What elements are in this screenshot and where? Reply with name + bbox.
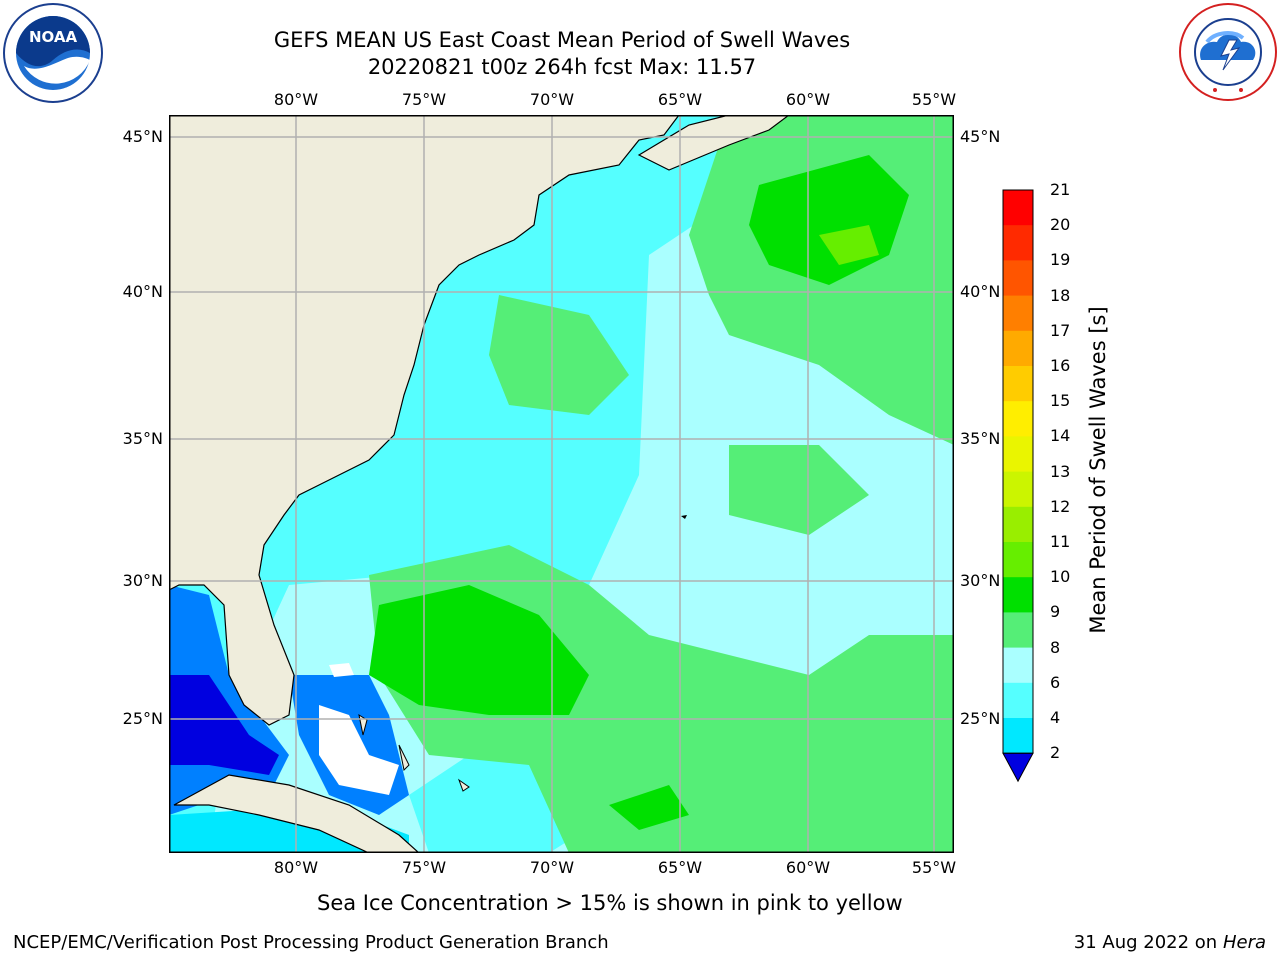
colorbar-tick-label: 4 xyxy=(1050,708,1061,727)
swell-zone-10 xyxy=(609,785,689,830)
colorbar-tick-label: 2 xyxy=(1050,743,1061,763)
swell-zone-11 xyxy=(819,225,879,265)
lat-tick-right: 30°N xyxy=(960,571,1001,590)
land-bahamas xyxy=(398,744,410,772)
lon-tick-bottom: 70°W xyxy=(529,858,575,877)
colorbar-frame xyxy=(1002,189,1034,754)
lon-tick-top: 55°W xyxy=(911,90,957,109)
graticule xyxy=(169,115,954,853)
lon-tick-top: 60°W xyxy=(785,90,831,109)
swell-period-map xyxy=(169,115,954,853)
colorbar-tick-label: 15 xyxy=(1050,391,1071,411)
colorbar-band xyxy=(1003,295,1033,332)
colorbar-band xyxy=(1003,330,1033,367)
lon-tick-top: 75°W xyxy=(401,90,447,109)
colorbar-tick-label: 19 xyxy=(1050,250,1071,270)
colorbar-graphic xyxy=(1002,189,1034,783)
colorbar-band xyxy=(1003,190,1033,226)
lat-tick-left: 35°N xyxy=(122,429,163,448)
colorbar-tick-label: 6 xyxy=(1050,672,1061,692)
colorbar-band xyxy=(1003,366,1033,402)
footer-host: Hera xyxy=(1222,932,1266,953)
noaa-logo-icon: NOAA xyxy=(2,2,104,104)
lat-tick-right: 40°N xyxy=(960,282,1001,301)
lon-tick-bottom: 55°W xyxy=(911,858,957,877)
colorbar-ticks: 21 20 19 18 17 16 15 14 13 12 11 10 9 8 6 4 2 xyxy=(1050,180,1110,786)
colorbar-tick-label: 14 xyxy=(1050,426,1071,446)
colorbar-tick-label: 11 xyxy=(1050,532,1071,551)
lat-tick-left: 30°N xyxy=(122,571,163,590)
colorbar-tick-label: 13 xyxy=(1050,461,1071,481)
lat-tick-right: 25°N xyxy=(960,709,1001,728)
colorbar-tick-label: 17 xyxy=(1050,320,1071,340)
colorbar-band xyxy=(1003,612,1033,649)
lat-tick-left: 25°N xyxy=(122,709,163,728)
colorbar-tick-label: 16 xyxy=(1050,356,1071,375)
footer-credit: NCEP/EMC/Verification Post Processing Pr… xyxy=(13,932,609,953)
colorbar-band xyxy=(1003,225,1033,261)
no-data-area xyxy=(319,705,399,795)
noaa-logo-text: NOAA xyxy=(29,28,78,46)
lat-tick-right: 45°N xyxy=(960,127,1001,146)
colorbar-band xyxy=(1003,542,1033,578)
colorbar-tick-label: 20 xyxy=(1050,215,1071,235)
swell-zone-9 xyxy=(729,445,869,535)
colorbar-label: Mean Period of Swell Waves [s] xyxy=(1086,306,1110,634)
colorbar-band xyxy=(1003,401,1033,437)
lat-tick-left: 40°N xyxy=(122,282,163,301)
lon-tick-bottom: 60°W xyxy=(785,858,831,877)
chart-subtitle: 20220821 t00z 264h fcst Max: 11.57 xyxy=(367,55,757,79)
colorbar-band xyxy=(1003,471,1033,508)
land-bahamas xyxy=(457,778,470,792)
footer-date-text: 31 Aug 2022 on xyxy=(1073,932,1218,953)
colorbar-band xyxy=(1003,436,1033,473)
swell-zone-low xyxy=(169,675,279,775)
swell-zone-9 xyxy=(489,295,629,415)
land-bermuda xyxy=(681,515,687,519)
land-nova-scotia xyxy=(637,115,790,171)
colorbar-tick-label: 21 xyxy=(1050,180,1071,199)
colorbar xyxy=(1000,186,1040,786)
sea-ice-note: Sea Ice Concentration > 15% is shown in … xyxy=(317,891,903,915)
colorbar-tick-label: 9 xyxy=(1050,602,1061,622)
colorbar-tick-label: 12 xyxy=(1050,496,1071,516)
colorbar-tick-label: 8 xyxy=(1050,637,1061,657)
lon-tick-top: 70°W xyxy=(529,90,575,109)
nws-logo-icon xyxy=(1177,2,1279,102)
lon-tick-top: 65°W xyxy=(657,90,703,109)
colorbar-band xyxy=(1003,577,1033,613)
no-data-area xyxy=(329,663,354,677)
colorbar-tick-label: 18 xyxy=(1050,285,1071,305)
lon-tick-bottom: 65°W xyxy=(657,858,703,877)
land-bahamas xyxy=(358,713,368,736)
colorbar-tick-label: 10 xyxy=(1050,567,1071,587)
footer-date: 31 Aug 2022 on Hera xyxy=(1074,932,1266,953)
lat-tick-left: 45°N xyxy=(122,127,163,146)
lat-tick-right: 35°N xyxy=(960,429,1001,448)
colorbar-band xyxy=(1003,647,1033,684)
chart-title: GEFS MEAN US East Coast Mean Period of S… xyxy=(273,28,851,52)
colorbar-band xyxy=(1003,682,1033,719)
map-panel xyxy=(169,115,954,853)
map-frame xyxy=(169,115,954,853)
lon-tick-bottom: 80°W xyxy=(273,858,319,877)
lon-tick-bottom: 75°W xyxy=(401,858,447,877)
lon-tick-top: 80°W xyxy=(273,90,319,109)
colorbar-band xyxy=(1003,260,1033,297)
colorbar-band xyxy=(1003,506,1033,543)
colorbar-extend-arrow xyxy=(1002,752,1034,783)
colorbar-band xyxy=(1003,718,1033,754)
